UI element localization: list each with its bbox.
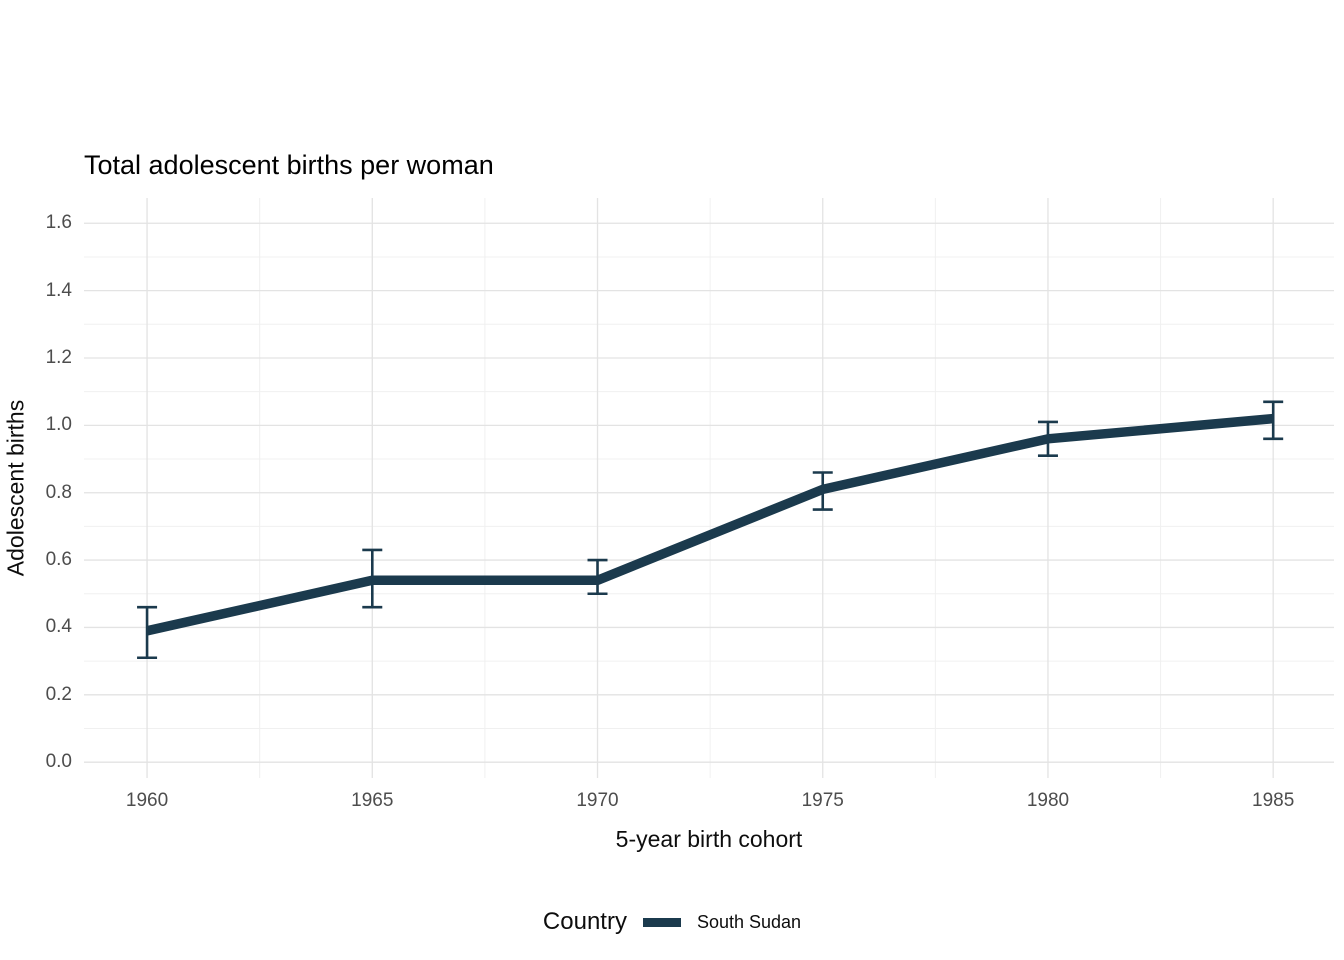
x-axis-title: 5-year birth cohort	[615, 826, 803, 852]
y-tick-label: 0.4	[45, 616, 72, 638]
plot-canvas	[84, 198, 1334, 778]
x-tick-label: 1970	[576, 790, 619, 811]
y-tick-label: 0.6	[45, 549, 72, 571]
y-tick-label: 1.0	[45, 414, 72, 436]
legend-line-swatch	[642, 917, 681, 927]
y-tick-label: 0.0	[45, 751, 72, 773]
legend-title: Country	[542, 908, 627, 935]
x-tick-label: 1965	[351, 790, 394, 811]
x-tick-label: 1980	[1026, 790, 1070, 811]
y-tick-label: 1.2	[45, 346, 72, 368]
y-tick-label: 1.4	[45, 279, 72, 301]
plot-area	[84, 198, 1334, 778]
y-tick-label: 0.8	[45, 481, 72, 503]
y-tick-label: 0.2	[45, 683, 72, 705]
x-tick-label: 1975	[801, 790, 844, 811]
legend: Country South Sudan	[0, 900, 1344, 944]
x-tick-label: 1960	[125, 790, 169, 811]
x-axis-tick-labels: 1960 1965 1970 1975 1980 1985	[84, 790, 1334, 816]
legend-item-label: South Sudan	[696, 911, 802, 932]
y-axis-tick-labels: 0.0 0.2 0.4 0.6 0.8 1.0 1.2 1.4 1.6	[0, 198, 74, 778]
y-tick-label: 1.6	[45, 212, 72, 234]
x-tick-label: 1985	[1252, 790, 1295, 811]
chart-title: Total adolescent births per woman	[84, 150, 494, 180]
